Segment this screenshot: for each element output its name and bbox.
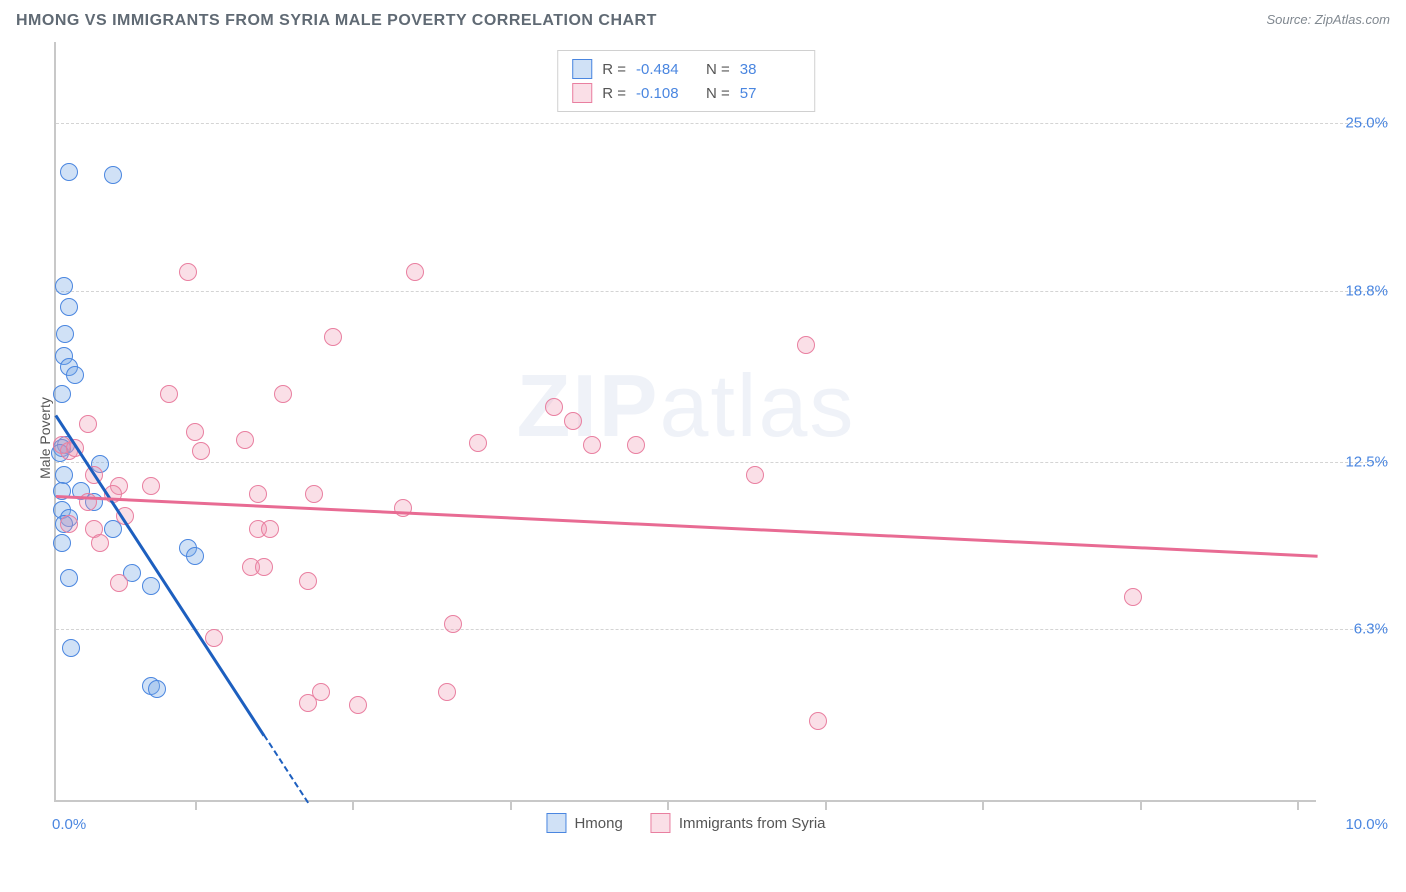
legend-row-2: R = -0.108 N = 57 <box>572 81 800 105</box>
x-tick <box>825 800 827 810</box>
data-point <box>349 696 367 714</box>
data-point <box>142 477 160 495</box>
data-point <box>444 615 462 633</box>
data-point <box>261 520 279 538</box>
data-point <box>627 436 645 454</box>
chart-title: HMONG VS IMMIGRANTS FROM SYRIA MALE POVE… <box>16 12 657 30</box>
data-point <box>60 163 78 181</box>
data-point <box>255 558 273 576</box>
r-prefix: R = <box>602 85 626 102</box>
data-point <box>62 639 80 657</box>
data-point <box>91 534 109 552</box>
legend-row-1: R = -0.484 N = 38 <box>572 57 800 81</box>
data-point <box>104 166 122 184</box>
y-tick-label: 25.0% <box>1345 115 1388 132</box>
data-point <box>312 683 330 701</box>
x-min-label: 0.0% <box>52 816 86 833</box>
data-point <box>148 680 166 698</box>
data-point <box>545 398 563 416</box>
data-point <box>1124 588 1142 606</box>
y-tick-label: 6.3% <box>1354 621 1388 638</box>
data-point <box>205 629 223 647</box>
data-point <box>809 712 827 730</box>
data-point <box>60 298 78 316</box>
data-point <box>56 325 74 343</box>
swatch-icon <box>546 813 566 833</box>
data-point <box>324 328 342 346</box>
data-point <box>79 415 97 433</box>
x-tick <box>352 800 354 810</box>
gridline <box>56 462 1388 463</box>
x-tick <box>195 800 197 810</box>
y-tick-label: 18.8% <box>1345 283 1388 300</box>
r-prefix: R = <box>602 61 626 78</box>
y-axis-label: Male Poverty <box>37 397 53 479</box>
data-point <box>249 485 267 503</box>
data-point <box>53 385 71 403</box>
n-prefix: N = <box>706 61 730 78</box>
data-point <box>186 423 204 441</box>
header: HMONG VS IMMIGRANTS FROM SYRIA MALE POVE… <box>12 12 1394 38</box>
x-tick <box>982 800 984 810</box>
x-tick <box>1140 800 1142 810</box>
data-point <box>236 431 254 449</box>
data-point <box>299 572 317 590</box>
y-tick-label: 12.5% <box>1345 453 1388 470</box>
data-point <box>60 569 78 587</box>
data-point <box>583 436 601 454</box>
data-point <box>406 263 424 281</box>
series-legend: Hmong Immigrants from Syria <box>546 813 825 833</box>
gridline <box>56 123 1388 124</box>
x-tick <box>667 800 669 810</box>
plot-area: ZIPatlas R = -0.484 N = 38 R = -0.108 N … <box>54 42 1316 802</box>
trend-line-dashed <box>263 735 309 804</box>
swatch-icon <box>651 813 671 833</box>
data-point <box>55 466 73 484</box>
data-point <box>274 385 292 403</box>
swatch-series-1 <box>572 59 592 79</box>
data-point <box>305 485 323 503</box>
legend-item-2: Immigrants from Syria <box>651 813 826 833</box>
r-value-1: -0.484 <box>636 61 696 78</box>
plot-wrap: Male Poverty ZIPatlas R = -0.484 N = 38 … <box>12 38 1394 838</box>
correlation-legend: R = -0.484 N = 38 R = -0.108 N = 57 <box>557 50 815 112</box>
legend-label-1: Hmong <box>574 815 622 832</box>
x-tick <box>510 800 512 810</box>
legend-item-1: Hmong <box>546 813 622 833</box>
data-point <box>55 277 73 295</box>
data-point <box>192 442 210 460</box>
data-point <box>179 263 197 281</box>
gridline <box>56 291 1388 292</box>
r-value-2: -0.108 <box>636 85 696 102</box>
legend-label-2: Immigrants from Syria <box>679 815 826 832</box>
data-point <box>797 336 815 354</box>
data-point <box>66 366 84 384</box>
trend-line <box>56 495 1318 557</box>
data-point <box>160 385 178 403</box>
data-point <box>564 412 582 430</box>
data-point <box>746 466 764 484</box>
data-point <box>110 574 128 592</box>
swatch-series-2 <box>572 83 592 103</box>
watermark: ZIPatlas <box>517 355 856 457</box>
data-point <box>60 515 78 533</box>
x-max-label: 10.0% <box>1345 816 1388 833</box>
data-point <box>438 683 456 701</box>
gridline <box>56 629 1388 630</box>
data-point <box>142 577 160 595</box>
watermark-light: atlas <box>660 356 856 455</box>
n-value-1: 38 <box>740 61 800 78</box>
x-tick <box>1297 800 1299 810</box>
source-label: Source: ZipAtlas.com <box>1266 12 1390 27</box>
chart-container: HMONG VS IMMIGRANTS FROM SYRIA MALE POVE… <box>12 12 1394 880</box>
data-point <box>186 547 204 565</box>
n-prefix: N = <box>706 85 730 102</box>
n-value-2: 57 <box>740 85 800 102</box>
data-point <box>469 434 487 452</box>
data-point <box>53 534 71 552</box>
